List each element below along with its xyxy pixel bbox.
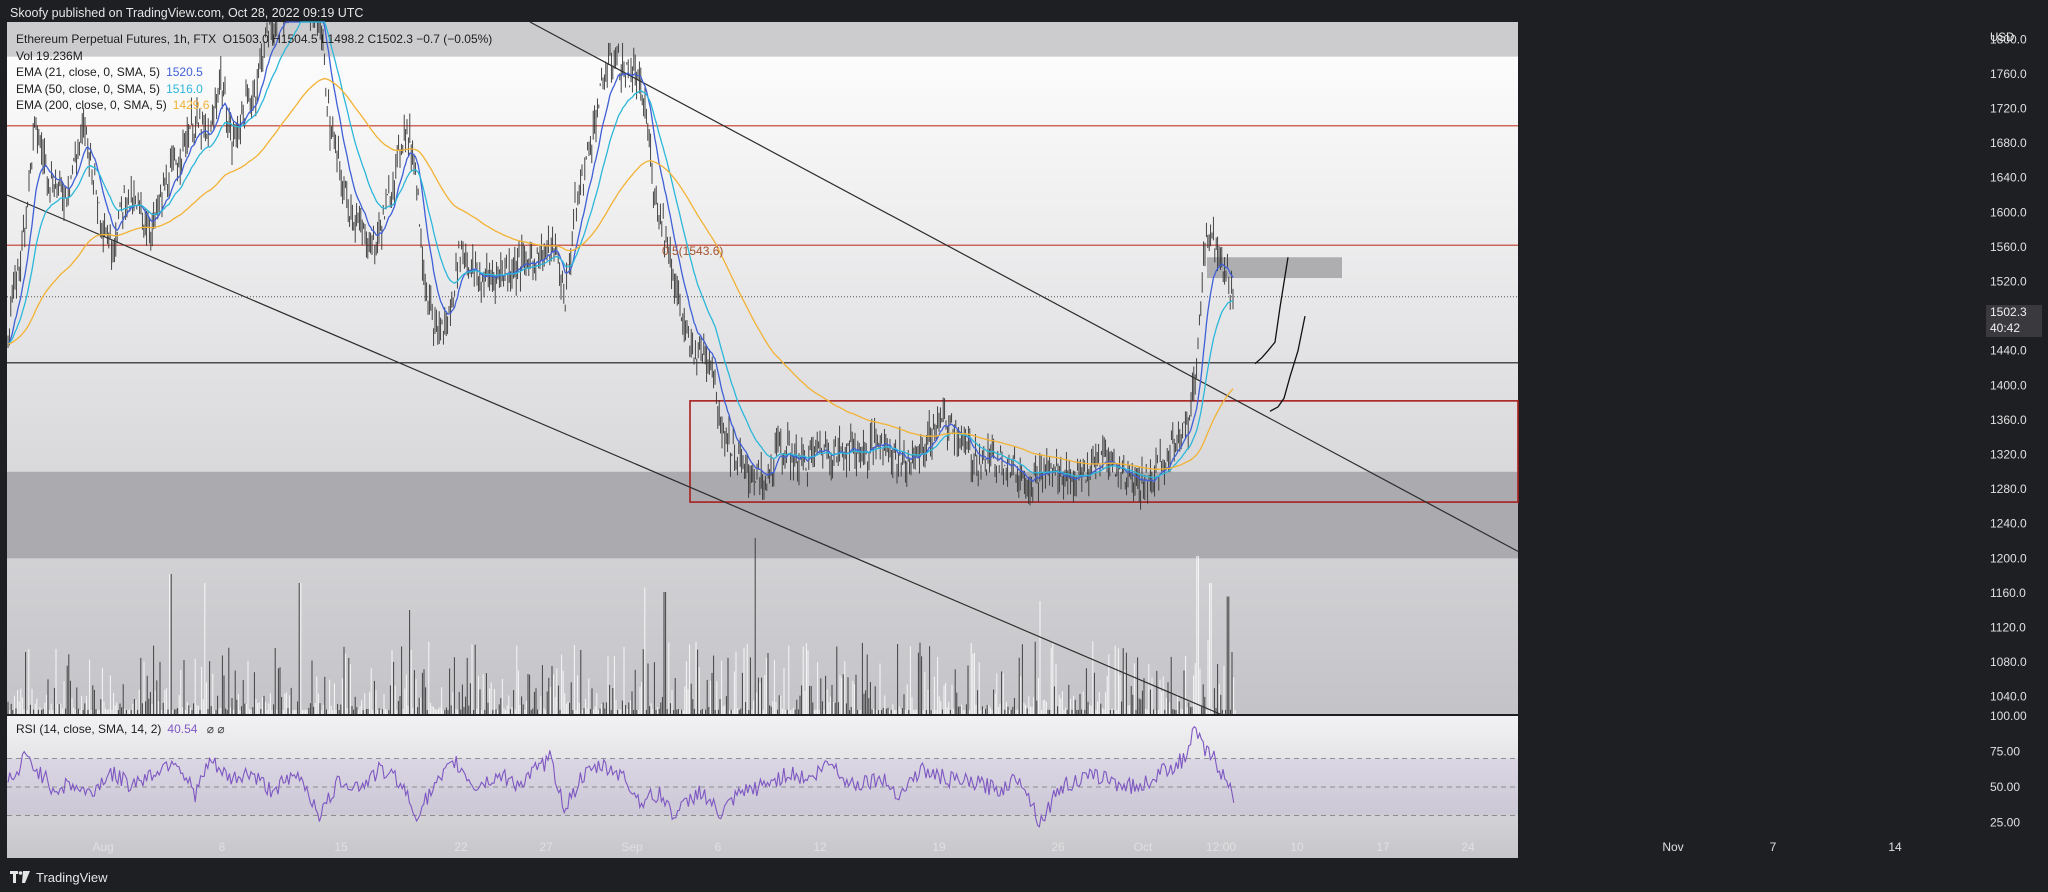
- x-tick-label: 17: [1376, 840, 1390, 854]
- price-tick-label: 1360.0: [1990, 413, 2027, 427]
- price-tick-label: 1320.0: [1990, 448, 2027, 462]
- x-tick-label: 27: [539, 840, 553, 854]
- x-tick-label: 7: [1770, 840, 1777, 854]
- volume-label: Vol 19.236M: [16, 48, 83, 63]
- ema50-value: 1516.0: [166, 81, 203, 96]
- price-tick-label: 1040.0: [1990, 690, 2027, 704]
- price-tick-label: 1120.0: [1990, 621, 2026, 635]
- bar-countdown-label: 40:42: [1986, 321, 2042, 337]
- x-tick-label: 22: [454, 840, 468, 854]
- trendline: [6, 194, 1221, 715]
- rsi-tick-label: 100.00: [1990, 709, 2027, 723]
- projection-arrow-path: [1254, 257, 1289, 365]
- x-tick-label: 14: [1888, 840, 1902, 854]
- ema21-value: 1520.5: [166, 65, 203, 79]
- trendline: [529, 21, 1519, 552]
- range-box: [689, 400, 1519, 503]
- x-tick-label: 6: [715, 840, 722, 854]
- price-tick-label: 1160.0: [1990, 586, 2026, 600]
- rsi-line: [7, 726, 1235, 828]
- x-tick-label: 26: [1051, 840, 1065, 854]
- tradingview-logo-icon: [10, 871, 30, 883]
- publisher-credit: Skoofy published on TradingView.com, Oct…: [10, 6, 364, 20]
- rsi-band: [7, 758, 1518, 816]
- price-tick-label: 1600.0: [1990, 205, 2027, 219]
- x-tick-label: 10: [1290, 840, 1304, 854]
- ohlc-values: O1503.0 H1504.5 L1498.2 C1502.3 −0.7 (−0…: [222, 32, 493, 46]
- rsi-tick-label: 50.00: [1990, 780, 2020, 794]
- rsi-label: RSI (14, close, SMA, 14, 2): [16, 722, 162, 736]
- price-tick-label: 1280.0: [1990, 482, 2027, 496]
- last-price-label: 1502.3: [1986, 305, 2042, 323]
- rsi-tick-label: 25.00: [1990, 816, 2020, 830]
- fib-label: 0.5(1543.6): [662, 244, 723, 258]
- resistance-box: [1207, 257, 1342, 279]
- x-tick-label: 24: [1461, 840, 1475, 854]
- footer-brand-text: TradingView: [36, 869, 108, 885]
- price-tick-label: 1720.0: [1990, 102, 2027, 116]
- ema-200-line: [7, 77, 1234, 471]
- price-tick-label: 1640.0: [1990, 171, 2027, 185]
- x-tick-label: 12:00: [1206, 840, 1236, 854]
- ema50-label: EMA (50, close, 0, SMA, 5): [16, 81, 161, 96]
- rsi-tick-label: 75.00: [1990, 745, 2020, 759]
- price-tick-label: 1520.0: [1990, 275, 2027, 289]
- rsi-pane-bg: [7, 716, 1518, 858]
- ema-21-line: [7, 21, 1234, 483]
- x-tick-label: 19: [932, 840, 946, 854]
- chart-legend: Ethereum Perpetual Futures, 1h, FTX O150…: [16, 31, 492, 114]
- price-tick-label: 1560.0: [1990, 240, 2027, 254]
- rsi-settings-icons[interactable]: ⌀ ⌀: [206, 722, 225, 736]
- ema-50-line: [7, 21, 1234, 479]
- x-tick-label: Sep: [621, 840, 643, 854]
- x-tick-label: Oct: [1134, 840, 1153, 854]
- main-pane-bg: [7, 22, 1518, 714]
- price-tick-label: 1760.0: [1990, 67, 2027, 81]
- rsi-value: 40.54: [167, 722, 198, 736]
- price-tick-label: 1400.0: [1990, 378, 2027, 392]
- price-tick-label: 1200.0: [1990, 551, 2027, 565]
- ema21-label: EMA (21, close, 0, SMA, 5): [16, 65, 161, 79]
- y-axis-unit: USD: [1990, 32, 2014, 44]
- price-zone: [7, 22, 1518, 57]
- x-tick-label: 15: [334, 840, 348, 854]
- symbol-title: Ethereum Perpetual Futures, 1h, FTX: [16, 32, 217, 46]
- projection-arrow-path: [1269, 315, 1306, 412]
- ema200-label: EMA (200, close, 0, SMA, 5): [16, 98, 167, 112]
- price-tick-label: 1800.0: [1990, 32, 2027, 46]
- x-tick-label: 8: [219, 840, 226, 854]
- x-tick-label: Aug: [92, 840, 113, 854]
- price-tick-label: 1240.0: [1990, 517, 2027, 531]
- footer-brand[interactable]: TradingView: [10, 868, 108, 886]
- rsi-legend: RSI (14, close, SMA, 14, 2) 40.54 ⌀ ⌀: [16, 722, 225, 736]
- price-tick-label: 1080.0: [1990, 655, 2027, 669]
- x-tick-label: Nov: [1662, 840, 1683, 854]
- price-tick-label: 1680.0: [1990, 136, 2027, 150]
- price-tick-label: 1440.0: [1990, 344, 2027, 358]
- x-tick-label: 12: [813, 840, 827, 854]
- ema200-value: 1429.6: [172, 98, 210, 112]
